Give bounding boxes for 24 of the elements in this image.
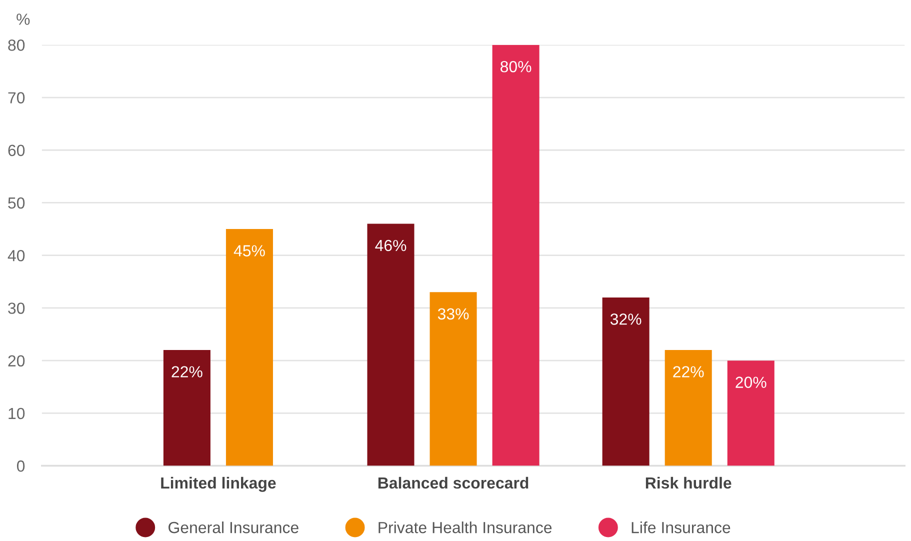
- data-label: 80%: [500, 60, 532, 72]
- x-tick-label: Risk hurdle: [646, 476, 732, 489]
- y-tick-label: 50: [8, 197, 25, 209]
- x-tick-label: Limited linkage: [161, 476, 276, 492]
- legend-label: General Insurance: [168, 521, 298, 534]
- data-label: 22%: [673, 366, 704, 378]
- data-label: 20%: [736, 376, 766, 388]
- y-tick-label: 20: [8, 355, 25, 367]
- x-tick-label: Balanced scorecard: [378, 476, 528, 489]
- data-label: 46%: [375, 240, 406, 252]
- y-tick-label: 0: [16, 460, 25, 472]
- data-label: 33%: [438, 308, 469, 320]
- data-label: 32%: [610, 314, 642, 325]
- y-tick-label: 80: [8, 40, 25, 51]
- y-tick-label: 40: [8, 250, 25, 262]
- legend-label: Private Health Insurance: [378, 521, 552, 534]
- y-tick-label: 60: [8, 144, 25, 156]
- legend-label: Life Insurance: [632, 521, 730, 534]
- data-label: 22%: [172, 366, 202, 378]
- data-label: 45%: [234, 245, 265, 256]
- y-tick-label: 10: [8, 408, 25, 420]
- y-tick-label: 30: [8, 302, 25, 314]
- y-axis-title: %: [16, 14, 30, 25]
- y-tick-label: 70: [8, 92, 25, 104]
